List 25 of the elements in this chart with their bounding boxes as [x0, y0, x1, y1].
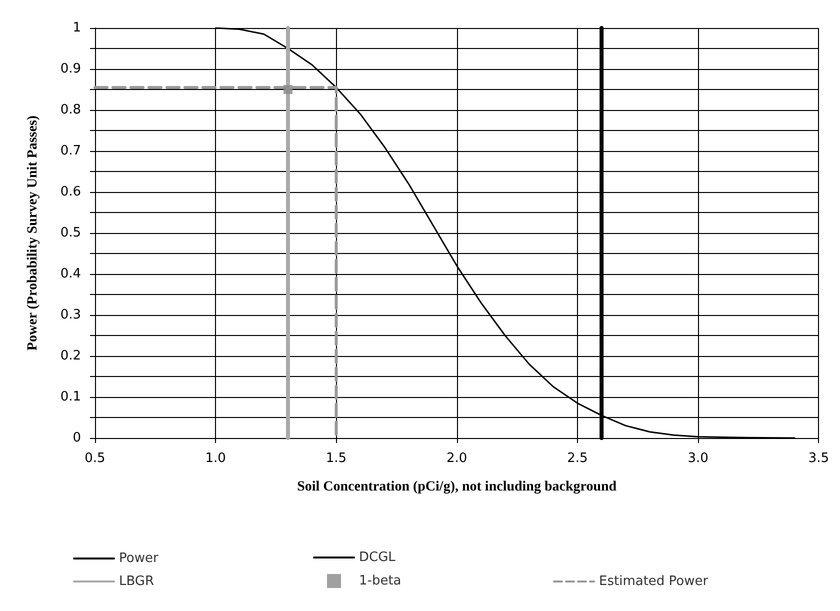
y-tick-label: 0.2: [60, 348, 81, 364]
x-tick-label: 3.5: [808, 451, 830, 466]
x-axis-title: Soil Concentration (pCi/g), not including background: [297, 480, 617, 494]
y-tick-label: 0.6: [60, 184, 81, 200]
y-tick-label: 0.3: [60, 308, 81, 322]
legend-label: LBGR: [119, 574, 154, 589]
y-axis-title: Power (Probability Survey Unit Passes): [26, 115, 40, 351]
legend-label: Estimated Power: [599, 574, 709, 589]
y-tick-label: 0.1: [60, 390, 81, 404]
y-tick-label: 0.9: [60, 62, 81, 76]
y-tick-label: 0.4: [60, 266, 81, 282]
legend-label: Power: [119, 551, 159, 566]
y-tick-label: 0: [72, 430, 81, 446]
legend-label: 1-beta: [359, 574, 402, 588]
y-tick-label: 0.7: [60, 144, 81, 158]
y-tick-label: 1: [72, 20, 81, 36]
x-tick-label: 3.0: [688, 451, 708, 466]
x-tick-label: 0.5: [84, 451, 106, 466]
legend-label: DCGL: [359, 550, 396, 565]
x-tick-label: 1.0: [205, 451, 226, 466]
x-tick-label: 1.5: [326, 451, 347, 466]
x-tick-label: 2.5: [567, 451, 588, 466]
x-tick-label: 2.0: [446, 451, 468, 466]
y-tick-label: 0.5: [60, 226, 81, 240]
y-tick-label: 0.8: [60, 102, 81, 118]
